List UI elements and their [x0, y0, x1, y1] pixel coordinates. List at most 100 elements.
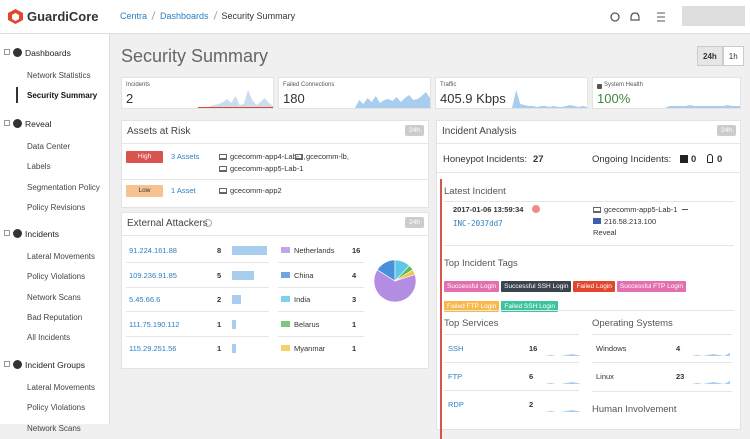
divider [444, 310, 734, 311]
monitor-icon [295, 154, 303, 160]
country-count: 1 [352, 319, 357, 329]
arrow-icon [682, 209, 688, 210]
incident-id[interactable]: INC-2037dd7 [453, 219, 503, 228]
service-name[interactable]: RDP [448, 400, 464, 409]
os-title: Operating Systems [592, 318, 673, 329]
section-toggle[interactable] [4, 361, 10, 367]
header-icons[interactable] [608, 9, 668, 25]
divider [278, 262, 364, 263]
panel-title: Assets at Risk [127, 126, 191, 137]
honeypot-label: Honeypot Incidents: [443, 154, 527, 165]
section-title[interactable]: Incidents [25, 229, 60, 239]
nav-item[interactable]: Lateral Movements [27, 383, 96, 392]
attacker-ip[interactable]: 111.75.190.112 [129, 319, 180, 329]
sparkline [355, 92, 430, 108]
asset-name[interactable]: gcecomm-app5-Lab-1 [230, 164, 304, 173]
tag[interactable]: Successful FTP Login [616, 281, 686, 292]
stat-value: 2 [126, 91, 134, 106]
section-toggle[interactable] [4, 230, 10, 236]
range-button[interactable]: 24h [697, 46, 723, 66]
os-name: Windows [596, 344, 627, 353]
stat-card: Incidents 2 [121, 77, 274, 109]
sparkline-area [692, 352, 730, 356]
nav-item[interactable]: Network Scans [27, 423, 81, 433]
asset-name[interactable]: gcecomm-app2 [230, 186, 282, 195]
divider [444, 362, 579, 363]
nav-item[interactable]: Network Statistics [27, 71, 91, 80]
section-toggle[interactable] [4, 120, 10, 126]
nav-item[interactable]: Data Center [27, 142, 71, 151]
user-box[interactable] [682, 6, 745, 26]
asset-count[interactable]: 3 Assets [171, 152, 200, 161]
attacker-bar [232, 270, 254, 280]
attacker-bar [232, 319, 237, 329]
breadcrumb-item[interactable]: Dashboards [160, 11, 209, 21]
tag[interactable]: Failed SSH Login [501, 301, 558, 312]
attacker-ip[interactable]: 109.236.91.85 [129, 270, 177, 280]
divider [444, 334, 579, 335]
service-count: 6 [529, 372, 534, 381]
section-title[interactable]: Incident Groups [25, 360, 86, 370]
nav-item[interactable]: Network Scans [27, 292, 81, 302]
country-count: 1 [352, 344, 357, 353]
attacker-bar [232, 295, 241, 304]
tag[interactable]: Successful SSH Login [501, 281, 572, 292]
service-count: 2 [529, 400, 534, 409]
nav-item[interactable]: Segmentation Policy [27, 182, 100, 192]
monitor-icon [593, 207, 601, 213]
section-title[interactable]: Reveal [25, 119, 52, 129]
divider [444, 390, 579, 391]
attacker-ip[interactable]: 115.29.251.56 [129, 344, 177, 353]
country-count: 16 [352, 246, 361, 255]
section-title[interactable]: Dashboards [25, 48, 71, 58]
asset-count[interactable]: 1 Asset [171, 186, 196, 195]
attackers-panel: External Attackers 24h 91.224.161.88 8 109.2… [121, 212, 429, 369]
section-toggle[interactable] [4, 49, 10, 55]
divider [437, 143, 740, 144]
info-icon [204, 219, 212, 227]
country-count: 4 [352, 270, 357, 280]
divider [278, 311, 364, 312]
divider [437, 172, 740, 173]
nav-item[interactable]: Policy Violations [27, 403, 86, 413]
tag[interactable]: Failed Login [573, 281, 615, 292]
analysis-panel: Incident Analysis 24h Honeypot Incidents: 2… [436, 120, 741, 439]
nav-item[interactable]: Labels [27, 162, 51, 172]
attacker-ip[interactable]: 5.45.66.6 [129, 295, 161, 304]
windows-icon [680, 155, 688, 163]
logo-text: GuardiCore [27, 9, 99, 24]
nav-item[interactable]: Policy Revisions [27, 202, 86, 212]
nav-item[interactable]: Lateral Movements [27, 252, 96, 261]
nav-item[interactable]: Policy Violations [27, 272, 86, 282]
panel-badge: 24h [717, 125, 736, 136]
linux-count: 0 [717, 154, 723, 165]
nav-item[interactable]: Bad Reputation [27, 312, 83, 322]
divider [278, 286, 364, 288]
sparkline-area [512, 90, 587, 108]
asset-name[interactable]: gcecomm-app4-Lab-1, [230, 152, 306, 161]
country-pie [373, 259, 417, 303]
tag[interactable]: Successful Login [444, 281, 500, 292]
assets-panel: Assets at Risk 24h High 3 Assets gcecomm-app… [121, 120, 429, 208]
sparkline [665, 105, 740, 108]
attacker-ip[interactable]: 91.224.161.88 [129, 246, 177, 255]
sparkline [512, 90, 587, 108]
range-button[interactable]: 1h [722, 46, 744, 66]
tag[interactable]: Failed FTP Login [444, 301, 500, 312]
risk-badge: Low [126, 185, 163, 197]
asset-name[interactable]: gcecomm-lb, [306, 152, 349, 161]
service-name[interactable]: SSH [448, 344, 464, 353]
attacker-count: 1 [217, 319, 222, 329]
sparkline [692, 352, 730, 356]
nav-item[interactable]: Security Summary [27, 91, 98, 101]
panel-badge: 24h [405, 217, 424, 228]
attacker-bar [232, 246, 267, 255]
stat-card: System Health 100% [592, 77, 741, 109]
nav-item[interactable]: All Incidents [27, 333, 71, 343]
divider [592, 391, 732, 392]
breadcrumb-item[interactable]: Centra [120, 11, 148, 21]
country-count: 3 [352, 295, 357, 304]
panel-title: Incident Analysis [442, 126, 517, 137]
service-name[interactable]: FTP [448, 372, 463, 381]
panel-badge: 24h [405, 125, 424, 136]
